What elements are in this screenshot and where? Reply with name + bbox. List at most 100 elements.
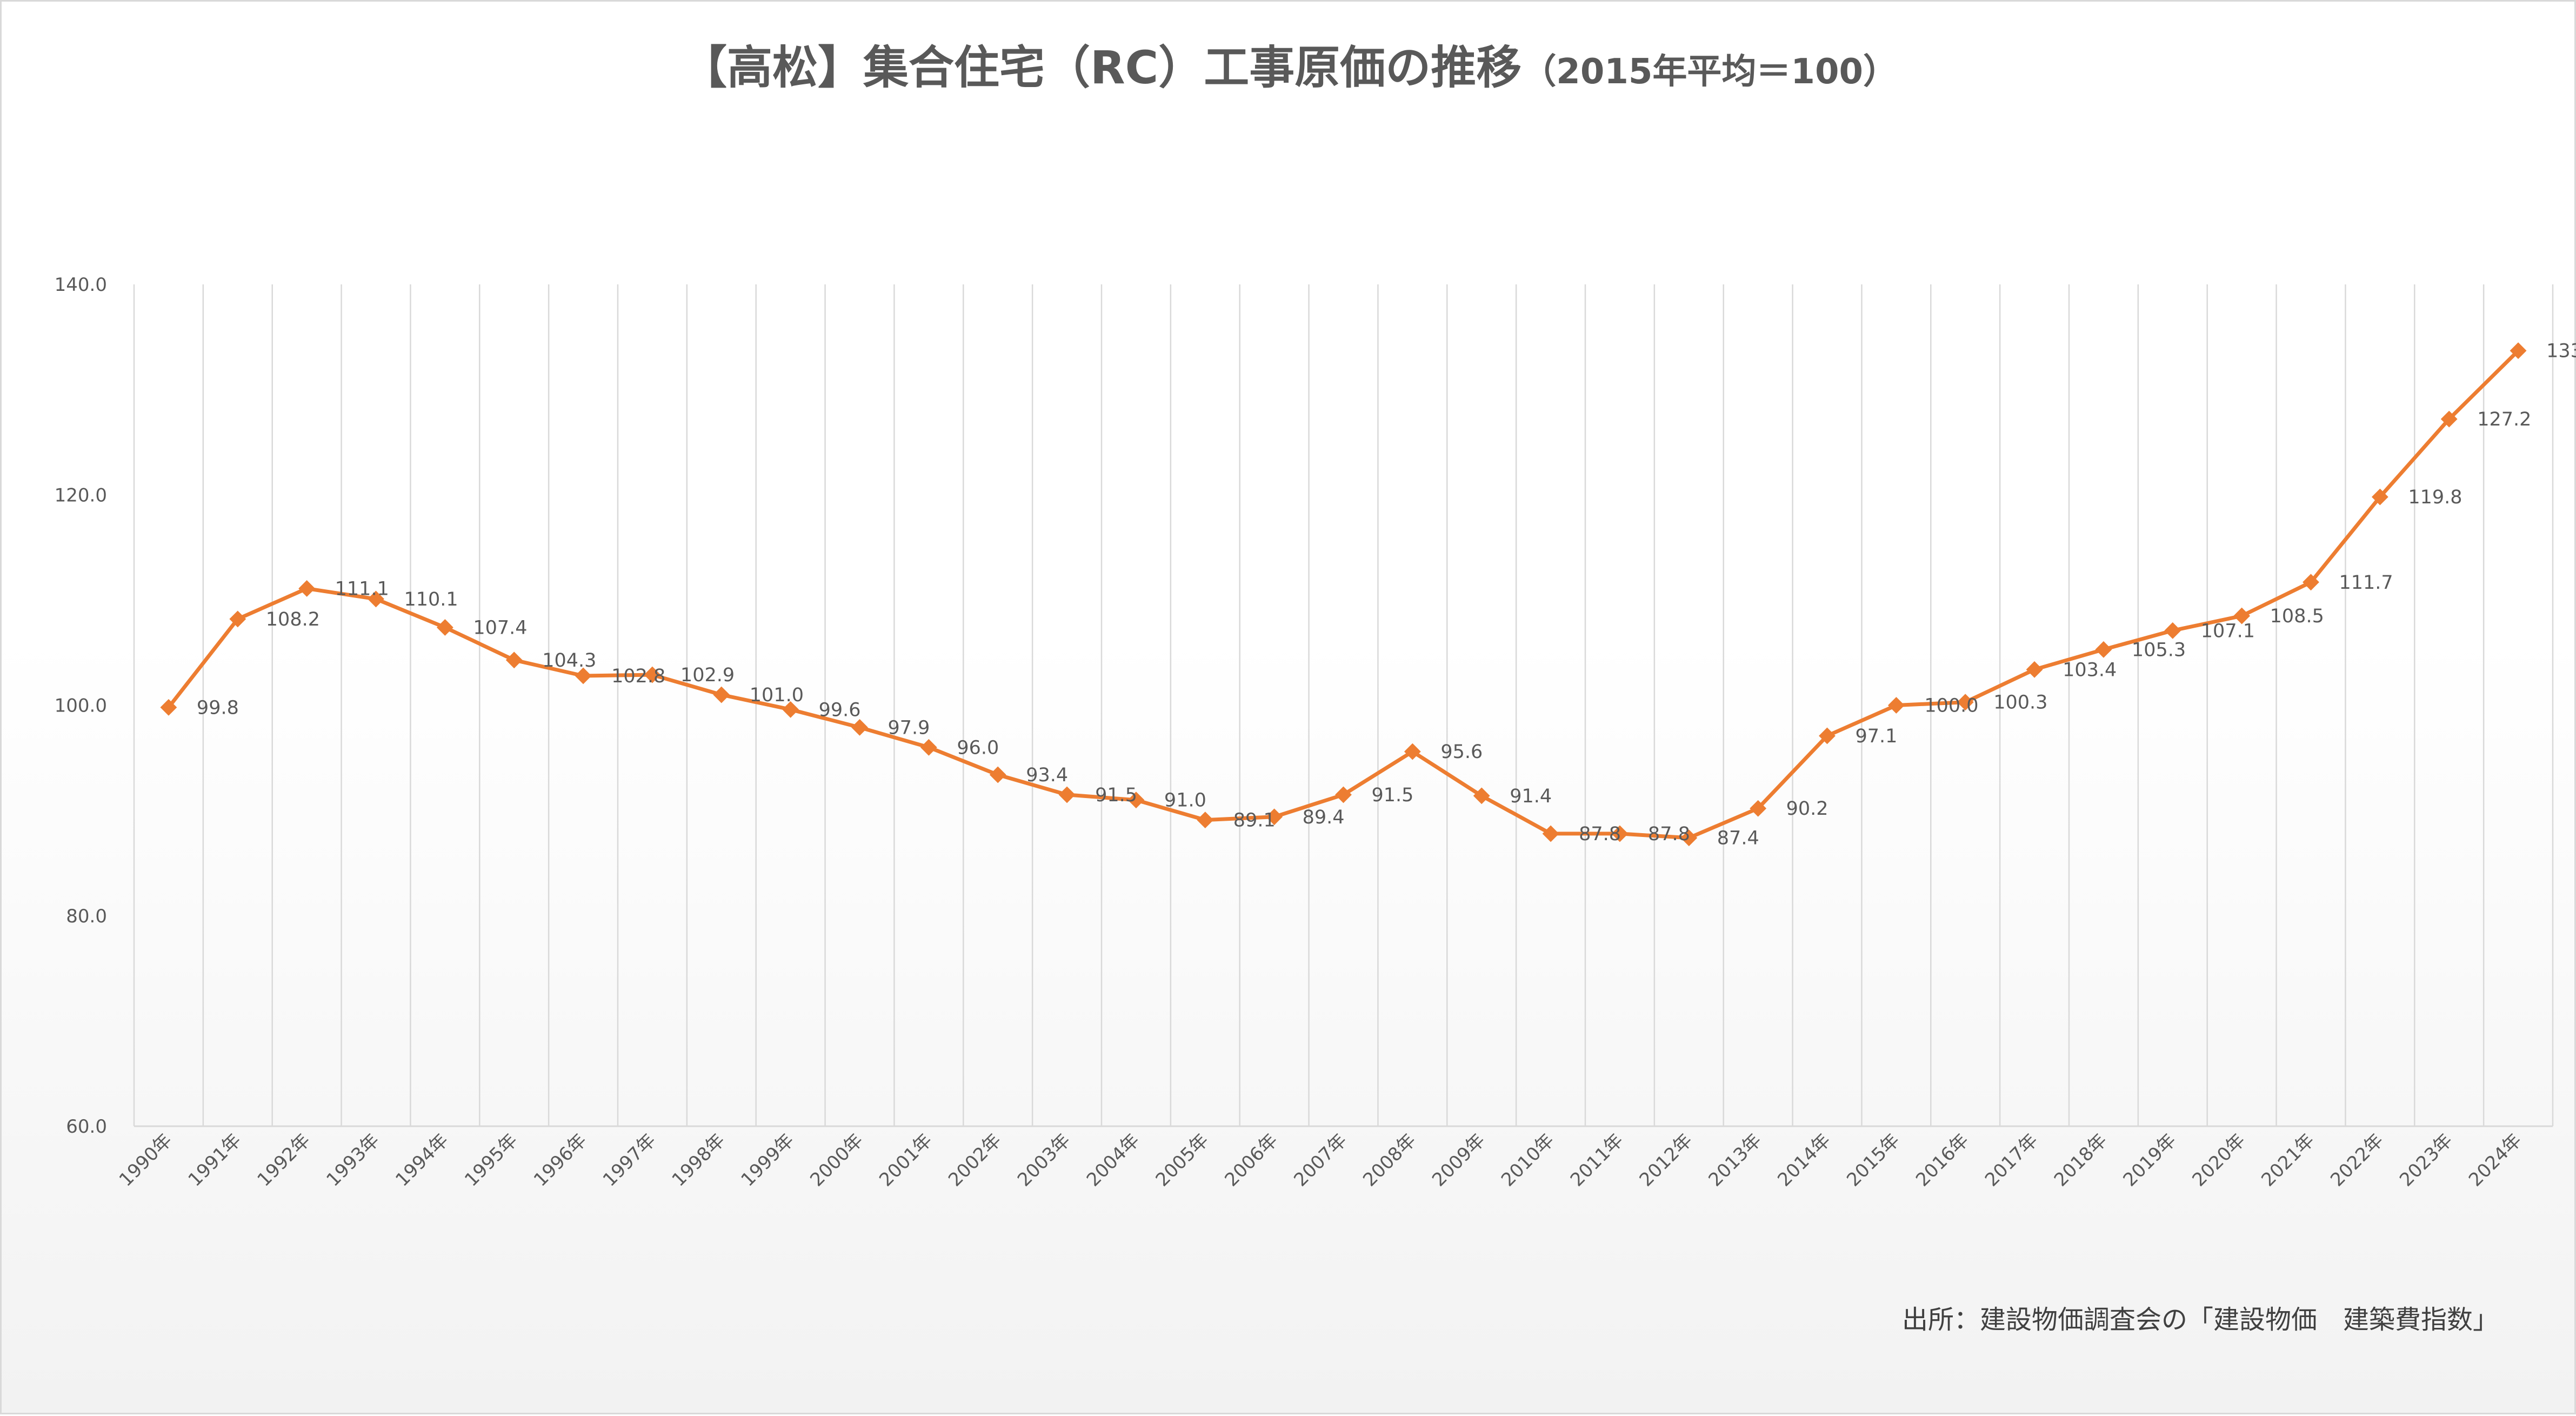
- data-point-marker: [368, 590, 384, 608]
- x-tick-label: 2016年: [1912, 1129, 1973, 1191]
- data-label: 105.3: [2132, 639, 2186, 661]
- data-point-marker: [1611, 825, 1629, 842]
- x-tick-label: 2003年: [1013, 1129, 1075, 1191]
- x-tick-label: 2014年: [1773, 1129, 1835, 1191]
- data-label: 119.8: [2408, 487, 2462, 508]
- y-tick-label: 100.0: [55, 695, 107, 717]
- data-point-marker: [1542, 825, 1559, 842]
- source-note: 出所：建設物価調査会の「建設物価 建築費指数」: [1901, 1305, 2499, 1335]
- x-tick-label: 1997年: [599, 1129, 660, 1191]
- x-tick-label: 2018年: [2050, 1129, 2112, 1191]
- data-point-marker: [160, 699, 177, 716]
- x-tick-label: 2008年: [1359, 1129, 1420, 1191]
- x-tick-label: 2022年: [2326, 1129, 2388, 1191]
- data-point-marker: [989, 766, 1006, 783]
- series-line-path: [166, 349, 2520, 840]
- data-label: 87.4: [1717, 828, 1759, 849]
- data-label: 96.0: [957, 737, 999, 759]
- data-label: 90.2: [1786, 798, 1828, 820]
- x-tick-label: 2010年: [1497, 1129, 1559, 1191]
- data-label: 107.1: [2201, 620, 2255, 642]
- data-point-marker: [1127, 792, 1145, 809]
- data-point-marker: [2233, 607, 2251, 624]
- x-tick-label: 1990年: [115, 1129, 177, 1191]
- data-labels: 99.8 108.2 111.1 110.1 107.4 104.3 102.8 102.9 1…: [197, 341, 2576, 849]
- data-label: 87.8: [1579, 823, 1621, 845]
- x-tick-label: 1999年: [737, 1129, 798, 1191]
- x-tick-label: 2012年: [1636, 1129, 1697, 1191]
- data-point-marker: [713, 686, 730, 703]
- chart-title-main: 【高松】集合住宅（RC）工事原価の推移: [681, 41, 1522, 94]
- x-tick-label: 2020年: [2188, 1129, 2250, 1191]
- data-label: 87.8: [1648, 823, 1690, 845]
- data-point-marker: [436, 619, 453, 636]
- data-point-marker: [1266, 808, 1283, 826]
- data-label: 104.3: [542, 650, 596, 672]
- y-tick-label: 80.0: [66, 906, 107, 927]
- data-label: 95.6: [1440, 741, 1483, 763]
- x-tick-label: 1994年: [391, 1129, 453, 1191]
- data-point-marker: [1680, 829, 1698, 847]
- data-point-marker: [1058, 786, 1076, 803]
- data-label: 89.4: [1303, 807, 1345, 828]
- x-tick-label: 2004年: [1083, 1129, 1144, 1191]
- x-tick-label: 2017年: [1981, 1129, 2043, 1191]
- data-point-marker: [851, 719, 868, 736]
- x-tick-label: 2005年: [1152, 1129, 1213, 1191]
- x-tick-label: 2001年: [875, 1129, 937, 1191]
- data-point-marker: [1404, 743, 1421, 760]
- x-tick-label: 2007年: [1290, 1129, 1351, 1191]
- data-point-marker: [1473, 787, 1490, 805]
- data-point-marker: [298, 580, 316, 597]
- x-tick-label: 2009年: [1428, 1129, 1490, 1191]
- x-tick-label: 2019年: [2119, 1129, 2181, 1191]
- data-point-marker: [1887, 697, 1905, 714]
- x-tick-label: 1998年: [668, 1129, 730, 1191]
- data-label: 91.5: [1095, 785, 1137, 806]
- chart-title: 【高松】集合住宅（RC）工事原価の推移（2015年平均＝100）: [2, 31, 2576, 97]
- x-tick-label: 1993年: [322, 1129, 384, 1191]
- data-label: 91.4: [1510, 786, 1552, 807]
- data-point-marker: [2095, 641, 2112, 658]
- data-label: 100.0: [1924, 695, 1978, 717]
- x-tick-label: 1991年: [184, 1129, 246, 1191]
- data-point-marker: [1819, 727, 1836, 744]
- data-label: 108.5: [2270, 606, 2324, 627]
- x-tick-label: 2024年: [2465, 1129, 2526, 1191]
- y-tick-label: 120.0: [55, 484, 107, 506]
- data-label: 91.0: [1164, 790, 1206, 812]
- x-tick-label: 2015年: [1843, 1129, 1904, 1191]
- x-tick-label: 2002年: [944, 1129, 1006, 1191]
- data-point-marker: [2510, 342, 2527, 360]
- data-point-marker: [1335, 786, 1352, 803]
- x-tick-label: 1995年: [461, 1129, 522, 1191]
- x-tick-label: 1996年: [530, 1129, 591, 1191]
- data-label: 108.2: [266, 609, 320, 630]
- data-label: 107.4: [473, 617, 527, 639]
- data-point-marker: [505, 652, 523, 669]
- data-point-marker: [644, 666, 661, 683]
- x-tick-label: 2006年: [1220, 1129, 1282, 1191]
- data-label: 103.4: [2063, 659, 2117, 681]
- chart-title-sub: （2015年平均＝100）: [1521, 52, 1898, 92]
- data-label: 100.3: [1993, 692, 2047, 714]
- gridlines: [133, 284, 2554, 1126]
- x-tick-label: 2023年: [2395, 1129, 2457, 1191]
- data-label: 99.8: [197, 697, 239, 719]
- data-label: 102.9: [680, 664, 735, 686]
- x-tick-label: 2000年: [806, 1129, 867, 1191]
- data-point-marker: [2164, 622, 2181, 639]
- data-point-marker: [229, 610, 246, 628]
- data-label: 101.0: [750, 684, 804, 706]
- data-label: 97.9: [888, 717, 930, 739]
- data-label: 99.6: [819, 699, 861, 721]
- y-tick-label: 60.0: [66, 1116, 107, 1138]
- data-point-marker: [1197, 812, 1214, 829]
- data-point-marker: [1750, 800, 1767, 817]
- data-label: 97.1: [1856, 726, 1898, 747]
- series-line: [166, 349, 2520, 840]
- data-point-marker: [2371, 488, 2388, 506]
- data-label: 93.4: [1026, 764, 1068, 786]
